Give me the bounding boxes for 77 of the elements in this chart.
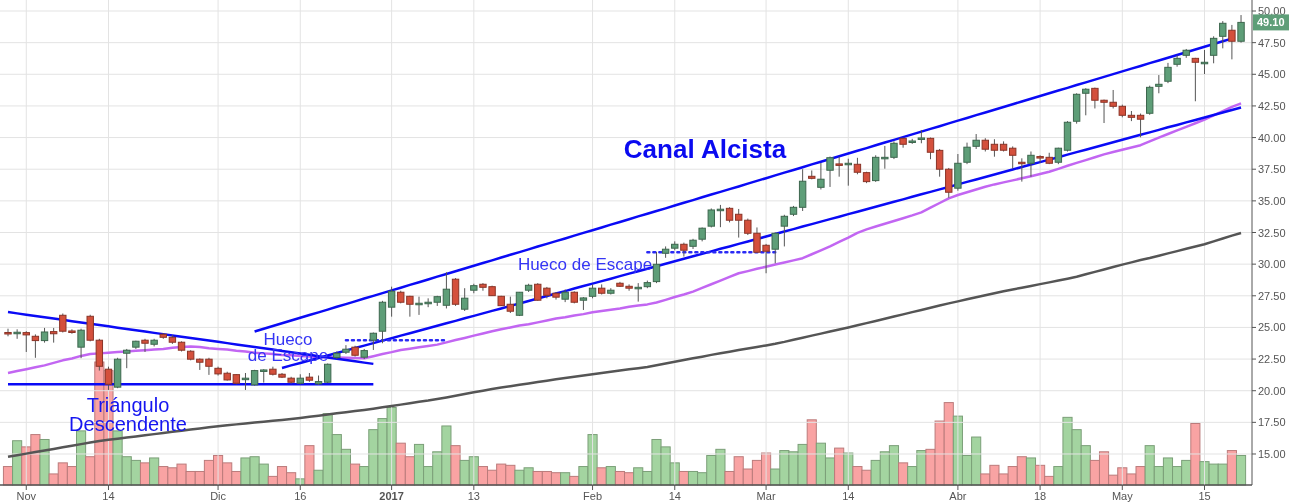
candlestick [826, 156, 834, 188]
candlestick [1219, 20, 1227, 49]
candlestick [1009, 145, 1017, 170]
candlestick [844, 158, 852, 187]
x-tick-label: 14 [102, 490, 115, 502]
candlestick [77, 328, 85, 359]
x-tick-label: 15 [1198, 490, 1211, 502]
y-tick-label: 37.50 [1258, 163, 1286, 176]
candlestick [1209, 35, 1218, 64]
x-tick-label: 13 [467, 490, 480, 502]
line-series [6, 231, 1243, 459]
y-tick-label: 15.00 [1258, 447, 1286, 460]
candlestick [771, 232, 779, 264]
candlestick [1018, 157, 1026, 183]
line-series [6, 102, 1243, 375]
candlestick [1228, 24, 1236, 60]
y-tick-label: 25.00 [1258, 321, 1286, 334]
bar [39, 438, 50, 486]
candlestick [1155, 74, 1163, 94]
candlestick [1164, 62, 1172, 84]
annotation: Triángulo Descendente [69, 394, 187, 435]
y-tick-label: 35.00 [1258, 194, 1286, 207]
candlestick [1173, 54, 1181, 68]
candlestick [935, 148, 944, 178]
candlestick [141, 338, 149, 353]
x-tick-label: 18 [1033, 490, 1047, 502]
bar [1190, 423, 1201, 486]
annotation: Canal Alcista [623, 134, 787, 164]
candlestick [123, 348, 131, 369]
candlestick [104, 366, 113, 391]
candlestick [442, 271, 451, 309]
candlestick [342, 344, 350, 355]
y-tick-label: 22.50 [1258, 353, 1286, 366]
y-tick-label: 32.50 [1258, 226, 1286, 239]
y-tick-label: 30.00 [1258, 258, 1286, 271]
x-tick-label: May [1111, 490, 1134, 502]
x-tick-label: 2017 [379, 490, 404, 502]
x-tick-label: Nov [16, 490, 37, 502]
candlestick [945, 167, 953, 199]
x-tick-label: Feb [583, 490, 603, 502]
y-tick-label: 45.00 [1258, 68, 1286, 81]
bar [304, 445, 315, 486]
x-tick-label: Abr [949, 490, 967, 502]
bar [596, 467, 607, 486]
x-tick-label: 16 [294, 490, 307, 502]
candlestick [963, 142, 971, 165]
candlestick [652, 251, 661, 284]
x-tick-label: 14 [668, 490, 681, 502]
y-tick-label: 42.50 [1258, 99, 1286, 112]
candlestick [1191, 57, 1200, 102]
annotation: 49.10 [1257, 16, 1285, 29]
candlestick [460, 287, 469, 312]
candlestick [31, 333, 40, 359]
candlestick [387, 286, 396, 318]
candlestick [4, 328, 12, 337]
candlestick [1027, 151, 1035, 178]
candlestick [1237, 14, 1245, 44]
candlestick [680, 242, 688, 258]
candlestick [780, 214, 789, 247]
bar [1235, 454, 1247, 486]
candlestick [1136, 113, 1145, 138]
y-tick-label: 17.50 [1258, 416, 1286, 429]
y-tick-label: 40.00 [1258, 131, 1286, 144]
x-tick-label: 14 [842, 490, 855, 502]
y-tick-label: 20.00 [1258, 384, 1286, 397]
candlestick [13, 328, 21, 340]
candlestick [835, 156, 843, 178]
candlestick [22, 330, 30, 353]
y-tick-label: 27.50 [1258, 289, 1286, 302]
annotation: Hueco de Escape [517, 255, 653, 274]
candlestick [817, 162, 825, 190]
x-tick-label: Mar [756, 490, 776, 502]
candlestick [634, 282, 642, 303]
candlestick [1082, 87, 1090, 116]
y-tick-label: 50.00 [1258, 5, 1286, 18]
y-tick-label: 47.50 [1258, 36, 1286, 49]
x-tick-label: Dic [210, 490, 227, 502]
